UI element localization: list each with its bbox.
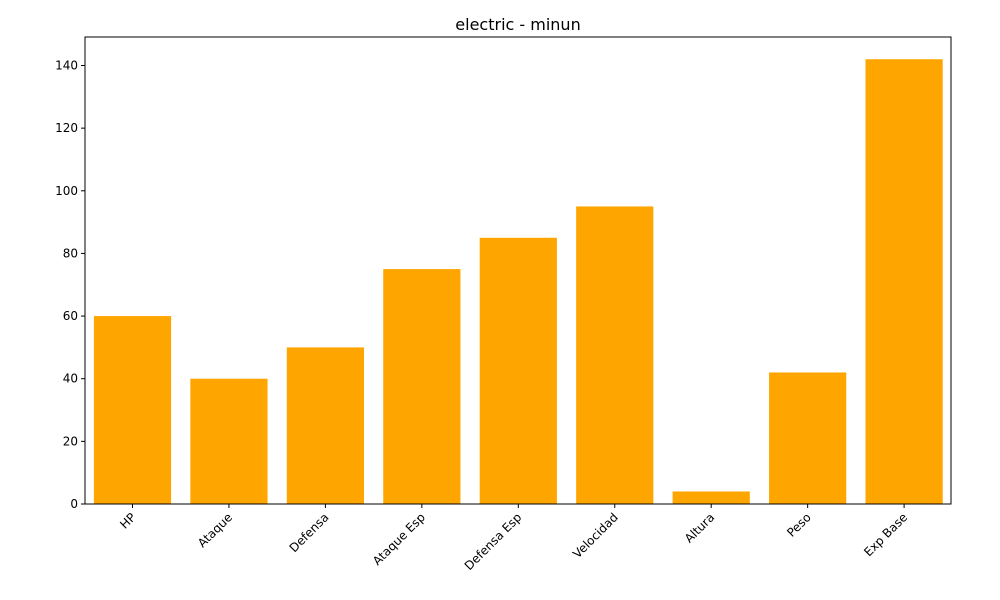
x-tick-label: Ataque Esp: [370, 510, 428, 568]
x-tick-label: Velocidad: [570, 510, 621, 561]
bar-velocidad: [576, 206, 654, 504]
x-tick-label: Altura: [682, 510, 717, 545]
plot-frame: [84, 36, 952, 505]
bar-ataque: [190, 378, 268, 504]
x-axis-ticks: HP Ataque Defensa Ataque Esp Defensa Esp Velo…: [117, 504, 910, 573]
bar-exp-base: [865, 59, 943, 505]
y-tick-label: 20: [63, 434, 78, 448]
bar-peso: [769, 372, 847, 504]
chart-title: electric - minun: [455, 15, 580, 34]
y-tick-label: 140: [55, 59, 78, 73]
x-tick-label: Defensa Esp: [462, 510, 525, 573]
y-tick-label: 100: [55, 184, 78, 198]
bar-altura: [672, 491, 750, 504]
y-tick-label: 60: [63, 309, 78, 323]
bar-ataque-esp: [383, 269, 461, 504]
bar-defensa: [286, 347, 364, 504]
bars: [93, 59, 943, 505]
y-tick-label: 80: [63, 246, 78, 260]
x-tick-label: Peso: [784, 510, 814, 540]
bar-hp: [93, 316, 172, 504]
y-tick-label: 0: [70, 497, 78, 511]
y-axis-ticks: 0 20 40 60 80 100 120 140: [55, 59, 85, 511]
bar-defensa-esp: [479, 237, 557, 504]
x-tick-label: HP: [117, 510, 138, 531]
x-tick-label: Ataque: [195, 510, 235, 550]
x-tick-label: Exp Base: [861, 510, 910, 559]
y-tick-label: 40: [63, 372, 78, 386]
x-tick-label: Defensa: [287, 510, 332, 555]
y-tick-label: 120: [55, 121, 78, 135]
